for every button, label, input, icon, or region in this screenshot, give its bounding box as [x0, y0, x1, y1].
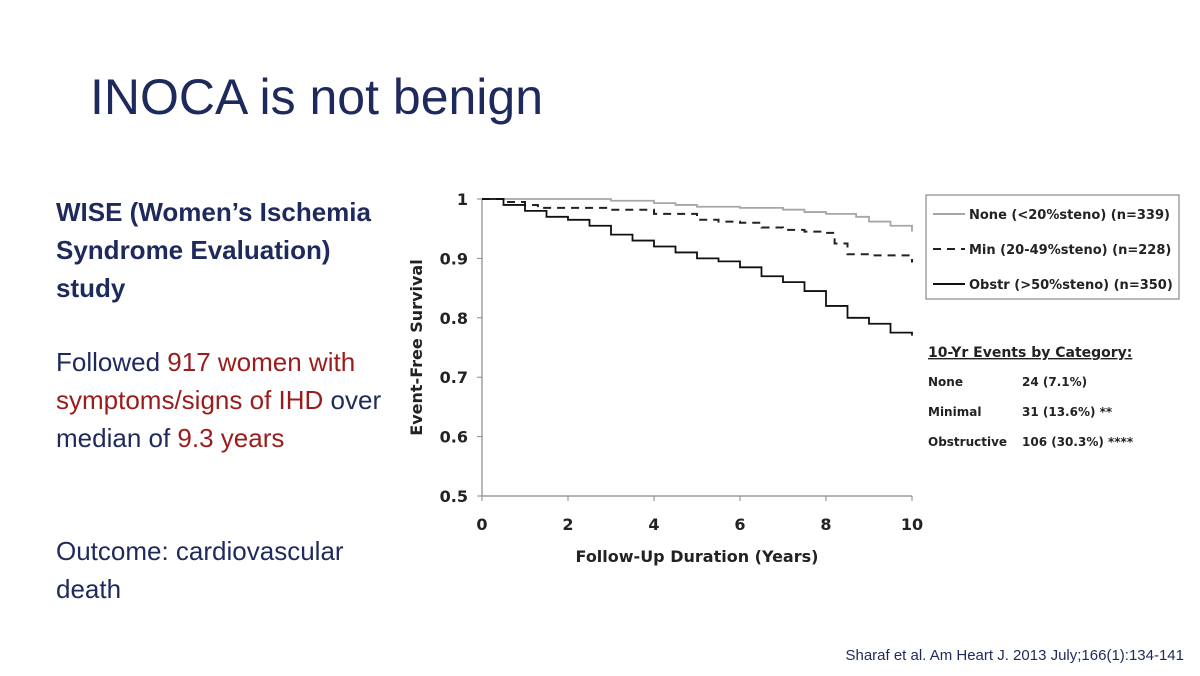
- y-tick-label: 1: [457, 190, 468, 209]
- legend-box: [925, 194, 1180, 300]
- followed-middle: over median of: [56, 385, 382, 453]
- followed-prefix: Followed: [56, 347, 168, 377]
- followed-highlight: 917 women with symptoms/signs of IHD: [56, 347, 356, 415]
- events-value-2: 31 (13.6%) **: [1022, 405, 1113, 419]
- y-axis-label: Event-Free Survival: [407, 259, 426, 435]
- y-tick-label: 0.8: [440, 309, 468, 328]
- outcome-text: Outcome: cardiovascular death: [56, 536, 344, 604]
- legend-label-2: Min (20-49%steno) (n=228): [969, 243, 1171, 258]
- events-table-title: 10-Yr Events by Category:: [928, 345, 1132, 361]
- slide-title: INOCA is not benign: [90, 69, 544, 125]
- y-tick-label: 0.5: [440, 487, 468, 506]
- series-line-3: [482, 198, 913, 336]
- x-tick-label: 0: [476, 515, 487, 534]
- followed-text: Followed 917 women with symptoms/signs o…: [56, 343, 386, 457]
- study-name: WISE (Women’s Ischemia Syndrome Evaluati…: [56, 197, 371, 303]
- y-tick-label: 0.6: [440, 428, 468, 447]
- y-tick-label: 0.7: [440, 368, 468, 387]
- x-tick-label: 6: [734, 515, 745, 534]
- x-tick-label: 10: [901, 515, 923, 534]
- x-tick-label: 2: [562, 515, 573, 534]
- events-value-1: 24 (7.1%): [1022, 375, 1087, 389]
- events-category-2: Minimal: [928, 405, 981, 419]
- legend-label-1: None (<20%steno) (n=339): [969, 208, 1170, 223]
- series-line-1: [482, 198, 913, 232]
- x-tick-label: 8: [820, 515, 831, 534]
- legend-label-3: Obstr (>50%steno) (n=350): [969, 278, 1173, 293]
- series-line-2: [482, 198, 913, 263]
- citation: Sharaf et al. Am Heart J. 2013 July;166(…: [845, 647, 1184, 664]
- followed-years: 9.3 years: [177, 423, 285, 453]
- y-tick-label: 0.9: [440, 249, 468, 268]
- x-axis-label: Follow-Up Duration (Years): [576, 547, 819, 566]
- events-category-1: None: [928, 375, 963, 389]
- events-value-3: 106 (30.3%) ****: [1022, 435, 1134, 449]
- events-category-3: Obstructive: [928, 435, 1007, 449]
- x-tick-label: 4: [648, 515, 659, 534]
